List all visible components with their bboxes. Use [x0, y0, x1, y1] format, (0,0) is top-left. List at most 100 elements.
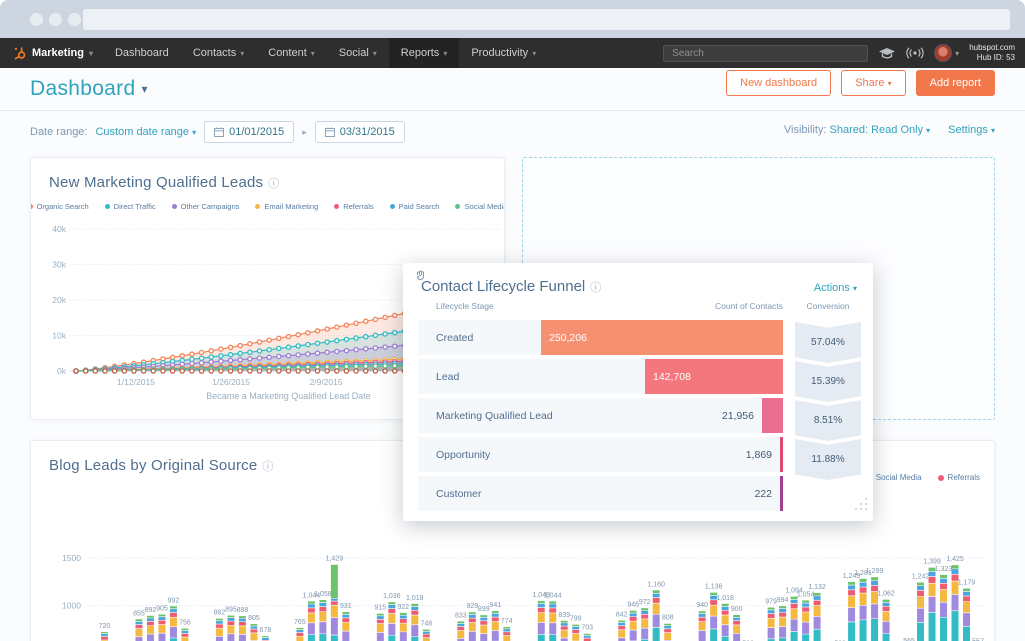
legend-item-social-media[interactable]: Social Media: [865, 473, 922, 482]
dashboard-selector-caret[interactable]: ▾: [141, 82, 148, 96]
bar[interactable]: [963, 588, 971, 641]
bar[interactable]: [641, 608, 649, 641]
add-report-button[interactable]: Add report: [915, 70, 995, 96]
bar[interactable]: [710, 592, 718, 641]
bar[interactable]: [664, 623, 672, 641]
bar[interactable]: [767, 607, 775, 641]
bar[interactable]: [238, 616, 246, 641]
bar[interactable]: [951, 565, 959, 641]
start-date-input[interactable]: 01/01/2015: [204, 121, 295, 143]
legend-item-referrals[interactable]: Referrals: [937, 473, 980, 482]
bar[interactable]: [480, 615, 488, 641]
bar[interactable]: [158, 614, 166, 641]
bar[interactable]: [227, 615, 235, 641]
bar[interactable]: [399, 612, 407, 641]
share-button[interactable]: Share ▾: [841, 70, 906, 96]
avatar[interactable]: [934, 44, 953, 62]
visibility-dropdown[interactable]: Shared: Read Only ▾: [829, 124, 931, 136]
bar[interactable]: [871, 577, 879, 641]
funnel-row-lead[interactable]: Lead 142,708: [418, 359, 783, 394]
legend-item-social-media[interactable]: Social Media: [455, 202, 504, 211]
window-minimize-button[interactable]: [49, 13, 62, 26]
legend-item-organic-search[interactable]: Organic Search: [31, 202, 89, 211]
bar[interactable]: [698, 611, 706, 641]
bar[interactable]: [491, 611, 499, 641]
bar[interactable]: [100, 632, 108, 641]
beacon-notifications-icon[interactable]: [906, 47, 924, 59]
bar[interactable]: [457, 621, 465, 641]
search-input[interactable]: [663, 44, 869, 62]
window-zoom-button[interactable]: [68, 13, 81, 26]
bar[interactable]: [376, 613, 384, 641]
bar[interactable]: [859, 578, 867, 641]
nav-item-content[interactable]: Content ▾: [268, 47, 315, 59]
bar[interactable]: [813, 592, 821, 641]
window-close-button[interactable]: [30, 13, 43, 26]
funnel-row-created[interactable]: Created 250,206: [418, 320, 783, 355]
funnel-row-opportunity[interactable]: Opportunity 1,869: [418, 437, 783, 472]
bar[interactable]: [560, 620, 568, 641]
bar[interactable]: [733, 615, 741, 641]
bar[interactable]: [261, 636, 269, 641]
legend-item-other-campaigns[interactable]: Other Campaigns: [171, 202, 239, 211]
legend-item-direct-traffic[interactable]: Direct Traffic: [104, 202, 156, 211]
funnel-row-customer[interactable]: Customer 222: [418, 476, 783, 511]
bar[interactable]: [940, 574, 948, 641]
bar[interactable]: [882, 599, 890, 641]
bar[interactable]: [330, 564, 338, 641]
nav-item-productivity[interactable]: Productivity ▾: [471, 47, 537, 59]
new-dashboard-button[interactable]: New dashboard: [726, 70, 832, 96]
bar[interactable]: [779, 606, 787, 641]
info-icon[interactable]: ⓘ: [590, 282, 602, 294]
nav-item-dashboard[interactable]: Dashboard: [114, 47, 169, 59]
bar[interactable]: [422, 629, 430, 641]
settings-dropdown[interactable]: Settings ▾: [948, 124, 995, 136]
bar[interactable]: [146, 615, 154, 641]
bar[interactable]: [169, 606, 177, 641]
bar[interactable]: [307, 601, 315, 641]
bar[interactable]: [342, 612, 350, 641]
bar[interactable]: [848, 581, 856, 641]
nav-item-social[interactable]: Social ▾: [338, 47, 377, 59]
bar[interactable]: [583, 633, 591, 641]
bar[interactable]: [135, 619, 143, 641]
bar[interactable]: [572, 624, 580, 641]
bar[interactable]: [181, 628, 189, 641]
legend-item-referrals[interactable]: Referrals: [334, 202, 374, 211]
bar[interactable]: [319, 599, 327, 641]
bar[interactable]: [652, 590, 660, 641]
bar[interactable]: [388, 602, 396, 641]
bar[interactable]: [629, 610, 637, 641]
resize-handle[interactable]: [853, 496, 869, 517]
bar[interactable]: [802, 600, 810, 641]
bar[interactable]: [790, 596, 798, 641]
legend-item-paid-search[interactable]: Paid Search: [389, 202, 439, 211]
bar[interactable]: [537, 600, 545, 641]
bar[interactable]: [250, 624, 258, 641]
bar[interactable]: [503, 626, 511, 641]
bar[interactable]: [549, 601, 557, 641]
bar[interactable]: [411, 603, 419, 641]
account-menu[interactable]: ▾: [934, 44, 959, 62]
nav-item-contacts[interactable]: Contacts ▾: [192, 47, 245, 59]
drag-handle-icon[interactable]: [415, 268, 426, 286]
bar[interactable]: [296, 627, 304, 641]
browser-address-bar[interactable]: [83, 9, 1010, 30]
bar[interactable]: [618, 620, 626, 641]
bar[interactable]: [215, 618, 223, 641]
nav-right-cluster: ▾ hubspot.com Hub ID: 53: [663, 38, 1025, 68]
nav-brand-marketing[interactable]: Marketing ▾: [0, 38, 103, 68]
academy-cap-icon[interactable]: [878, 47, 896, 60]
legend-item-email-marketing[interactable]: Email Marketing: [255, 202, 318, 211]
date-range-preset-dropdown[interactable]: Custom date range ▾: [95, 126, 197, 138]
info-icon[interactable]: ⓘ: [262, 461, 274, 473]
nav-item-reports[interactable]: Reports ▾: [388, 38, 460, 68]
bar[interactable]: [721, 603, 729, 641]
bar[interactable]: [917, 582, 925, 641]
actions-dropdown[interactable]: Actions ▾: [813, 282, 857, 294]
bar[interactable]: [468, 612, 476, 641]
funnel-row-marketing-qualified-lead[interactable]: Marketing Qualified Lead 21,956: [418, 398, 783, 433]
info-icon[interactable]: ⓘ: [268, 178, 280, 190]
bar[interactable]: [928, 567, 936, 641]
end-date-input[interactable]: 03/31/2015: [314, 121, 405, 143]
